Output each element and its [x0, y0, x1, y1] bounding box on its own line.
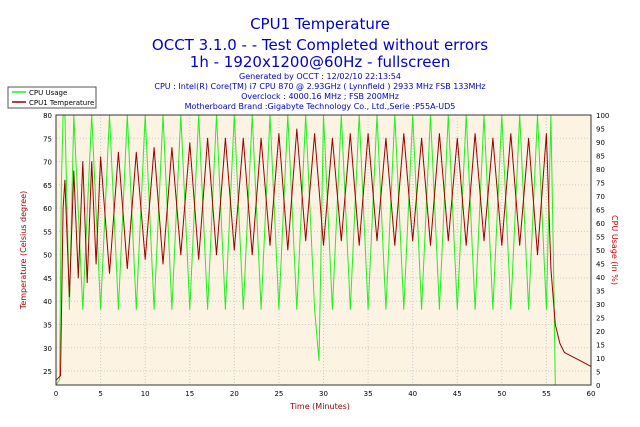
y2-tick-label: 70: [596, 193, 605, 201]
y2-tick-label: 65: [596, 207, 605, 215]
x-tick-label: 50: [497, 390, 506, 398]
legend-box: [7, 86, 97, 109]
legend: CPU Usage CPU1 Temperature: [7, 86, 97, 109]
plot-frame: [55, 114, 592, 386]
y-tick-label: 65: [43, 182, 52, 190]
y2-tick-label: 80: [596, 166, 605, 174]
y2-tick-label: 50: [596, 247, 605, 255]
y-tick-label: 75: [43, 135, 52, 143]
y-tick-label: 50: [43, 252, 52, 260]
chart-subtitle-test: OCCT 3.1.0 - - Test Completed without er…: [151, 36, 489, 54]
grid-lines: [56, 115, 591, 385]
chart-title: CPU1 Temperature: [250, 15, 390, 33]
y2-tick-label: 95: [596, 126, 605, 134]
y2-tick-label: 100: [596, 112, 609, 120]
x-tick-label: 45: [453, 390, 462, 398]
y2-tick-label: 60: [596, 220, 605, 228]
y2-tick-label: 85: [596, 153, 605, 161]
y-tick-label: 70: [43, 159, 52, 167]
y2-tick-label: 25: [596, 315, 605, 323]
x-tick-label: 0: [54, 390, 58, 398]
y-tick-label: 30: [43, 345, 52, 353]
x-tick-label: 30: [319, 390, 328, 398]
y-tick-label: 35: [43, 321, 52, 329]
x-axis-label: Time (Minutes): [289, 402, 350, 411]
y-tick-label: 40: [43, 298, 52, 306]
legend-label-cpu1-temperature: CPU1 Temperature: [29, 99, 94, 107]
cpu-info: CPU : Intel(R) Core(TM) i7 CPU 870 @ 2.9…: [154, 82, 486, 91]
tick-labels: 0 5 10 15 20 25 30 35 40 45 50 55 602530354045505560…: [43, 112, 609, 398]
y-tick-label: 60: [43, 205, 52, 213]
y2-tick-label: 10: [596, 355, 605, 363]
series-layer: [55, 114, 592, 386]
x-tick-label: 5: [98, 390, 102, 398]
x-tick-label: 10: [141, 390, 150, 398]
y2-tick-label: 5: [596, 369, 600, 377]
y2-tick-label: 0: [596, 382, 600, 390]
x-tick-label: 25: [274, 390, 283, 398]
y2-tick-label: 75: [596, 180, 605, 188]
x-tick-label: 15: [185, 390, 194, 398]
x-tick-label: 55: [542, 390, 551, 398]
y2-tick-label: 90: [596, 139, 605, 147]
y2-tick-label: 30: [596, 301, 605, 309]
series-line-cpu1-temperature: [55, 128, 592, 381]
y-tick-label: 80: [43, 112, 52, 120]
series-line-cpu-usage: [55, 114, 591, 386]
x-tick-label: 35: [364, 390, 373, 398]
x-tick-label: 60: [587, 390, 596, 398]
overclock-info: Overclock : 4000.16 MHz ; FSB 200MHz: [241, 92, 399, 101]
y-axis-label: Temperature (Celsius degree): [19, 191, 28, 310]
chart-subtitle-resolution: 1h - 1920x1200@60Hz - fullscreen: [189, 53, 451, 71]
generated-info: Generated by OCCT : 12/02/10 22:13:54: [239, 72, 401, 81]
y2-tick-label: 45: [596, 261, 605, 269]
y-tick-label: 25: [43, 368, 52, 376]
x-tick-label: 20: [230, 390, 239, 398]
x-tick-label: 40: [408, 390, 417, 398]
y2-tick-label: 40: [596, 274, 605, 282]
y2-tick-label: 35: [596, 288, 605, 296]
y2-tick-label: 15: [596, 342, 605, 350]
y2-tick-label: 55: [596, 234, 605, 242]
y-tick-label: 45: [43, 275, 52, 283]
y-tick-label: 55: [43, 228, 52, 236]
legend-label-cpu-usage: CPU Usage: [29, 89, 67, 97]
motherboard-info: Motherboard Brand :Gigabyte Technology C…: [184, 102, 456, 111]
y2-tick-label: 20: [596, 328, 605, 336]
y2-axis-label: CPU Usage (in %): [610, 215, 619, 285]
